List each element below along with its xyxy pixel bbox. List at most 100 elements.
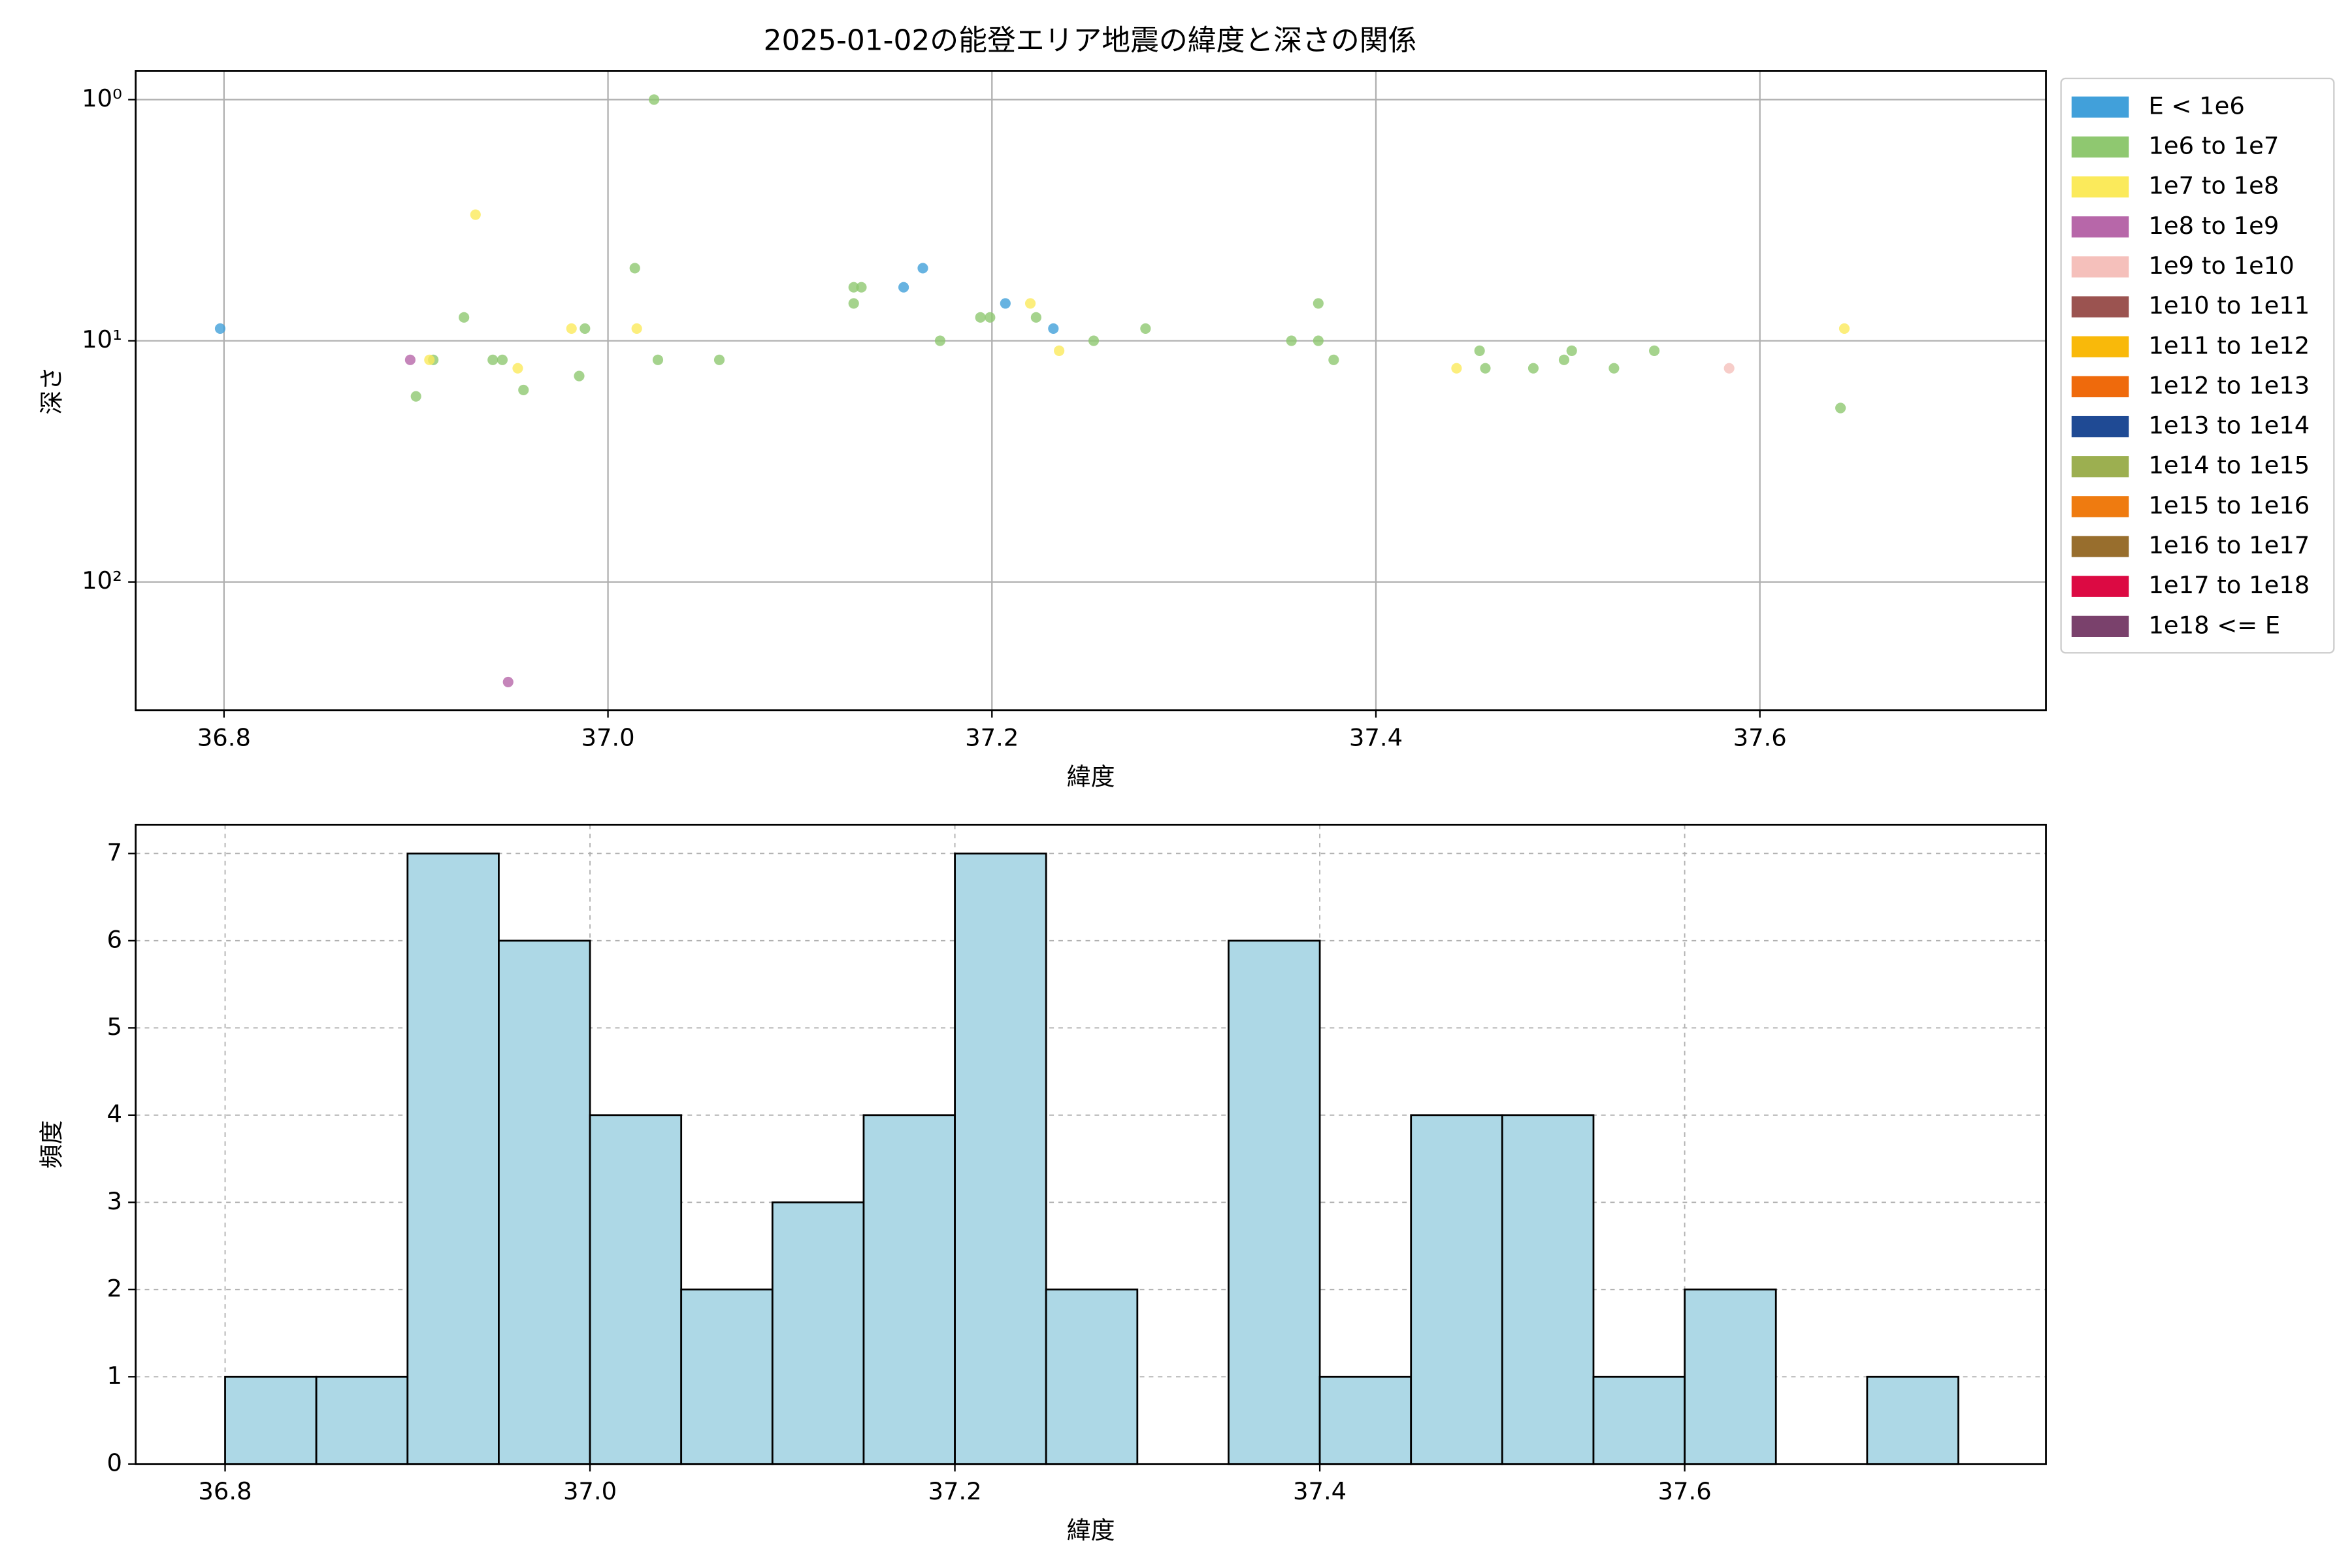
point (1648, 345, 1660, 356)
point (917, 263, 928, 274)
y-axis-label: 頻度 (37, 1120, 65, 1169)
point (985, 312, 996, 323)
y-tick-label: 10⁰ (82, 84, 122, 112)
x-tick-label: 36.8 (198, 1477, 252, 1505)
point (1480, 363, 1491, 374)
y-tick-label: 4 (106, 1100, 122, 1128)
point (574, 370, 585, 382)
legend-swatch (2071, 216, 2129, 238)
point (518, 384, 529, 396)
chart-title: 2025-01-02の能登エリア地震の緯度と深さの関係 (764, 24, 1417, 57)
legend-label: 1e11 to 1e12 (2148, 331, 2310, 359)
point (404, 354, 416, 365)
point (214, 323, 226, 334)
legend-label: 1e17 to 1e18 (2148, 571, 2310, 599)
bar (771, 1201, 865, 1465)
point (470, 209, 481, 220)
legend-swatch (2071, 416, 2129, 438)
point (1286, 335, 1297, 346)
bar (315, 1375, 409, 1465)
plot-frame (135, 70, 2047, 711)
bar (1501, 1114, 1595, 1465)
legend-swatch (2071, 576, 2129, 597)
legend-swatch (2071, 496, 2129, 517)
point (649, 94, 660, 105)
point (1088, 335, 1100, 346)
point (424, 354, 435, 365)
y-tick-label: 10¹ (82, 325, 122, 353)
point (1451, 363, 1462, 374)
point (410, 391, 421, 402)
point (1000, 298, 1011, 309)
point (856, 282, 867, 293)
bar (498, 939, 591, 1465)
point (1140, 323, 1151, 334)
legend-label: 1e15 to 1e16 (2148, 491, 2310, 519)
point (1313, 335, 1324, 346)
legend-swatch (2071, 456, 2129, 478)
point (652, 354, 664, 365)
bar (862, 1114, 956, 1465)
point (487, 354, 498, 365)
bar (589, 1114, 683, 1465)
legend-swatch (2071, 256, 2129, 278)
y-tick-label: 2 (106, 1274, 122, 1302)
bar (680, 1288, 774, 1465)
legend-label: 1e16 to 1e17 (2148, 531, 2310, 559)
x-tick-label: 37.2 (965, 723, 1019, 751)
bar (1684, 1288, 1777, 1465)
point (1527, 363, 1539, 374)
point (512, 363, 523, 374)
x-axis-label: 緯度 (1067, 1516, 1115, 1544)
point (1566, 345, 1577, 356)
legend-swatch (2071, 96, 2129, 118)
legend-label: 1e10 to 1e11 (2148, 291, 2310, 319)
x-tick-label: 37.2 (928, 1477, 981, 1505)
x-tick-label: 37.0 (581, 723, 634, 751)
point (580, 323, 591, 334)
legend-label: E < 1e6 (2148, 91, 2244, 120)
legend-box (2060, 77, 2335, 654)
legend-label: 1e6 to 1e7 (2148, 132, 2279, 160)
point (1835, 402, 1846, 414)
x-tick-label: 37.4 (1293, 1477, 1347, 1505)
y-tick-label: 7 (106, 838, 122, 866)
legend-label: 1e7 to 1e8 (2148, 172, 2279, 200)
legend-label: 1e18 <= E (2148, 611, 2280, 639)
x-tick-label: 37.6 (1658, 1477, 1712, 1505)
point (497, 354, 508, 365)
point (1054, 345, 1065, 356)
legend-label: 1e9 to 1e10 (2148, 252, 2294, 280)
legend-label: 1e14 to 1e15 (2148, 451, 2310, 480)
point (1030, 312, 1041, 323)
bar (1318, 1375, 1413, 1465)
y-axis-label: 深さ (37, 367, 65, 415)
point (1024, 298, 1036, 309)
legend-swatch (2071, 536, 2129, 557)
y-tick-label: 10² (82, 566, 122, 595)
point (502, 676, 514, 687)
point (1723, 363, 1735, 374)
point (459, 312, 470, 323)
point (848, 282, 859, 293)
x-tick-label: 37.0 (563, 1477, 617, 1505)
legend-swatch (2071, 376, 2129, 398)
y-tick-label: 0 (106, 1448, 122, 1477)
point (1048, 323, 1059, 334)
plot-frame (135, 823, 2047, 1465)
x-tick-label: 37.6 (1733, 723, 1787, 751)
legend-swatch (2071, 296, 2129, 318)
point (1838, 323, 1850, 334)
legend-swatch (2071, 336, 2129, 357)
bar (1866, 1375, 1959, 1465)
point (629, 263, 640, 274)
point (1558, 354, 1570, 365)
y-tick-label: 3 (106, 1187, 122, 1215)
bar (1045, 1288, 1139, 1465)
bar (1410, 1114, 1503, 1465)
point (1609, 363, 1620, 374)
bar (1228, 939, 1321, 1465)
legend-swatch (2071, 176, 2129, 198)
